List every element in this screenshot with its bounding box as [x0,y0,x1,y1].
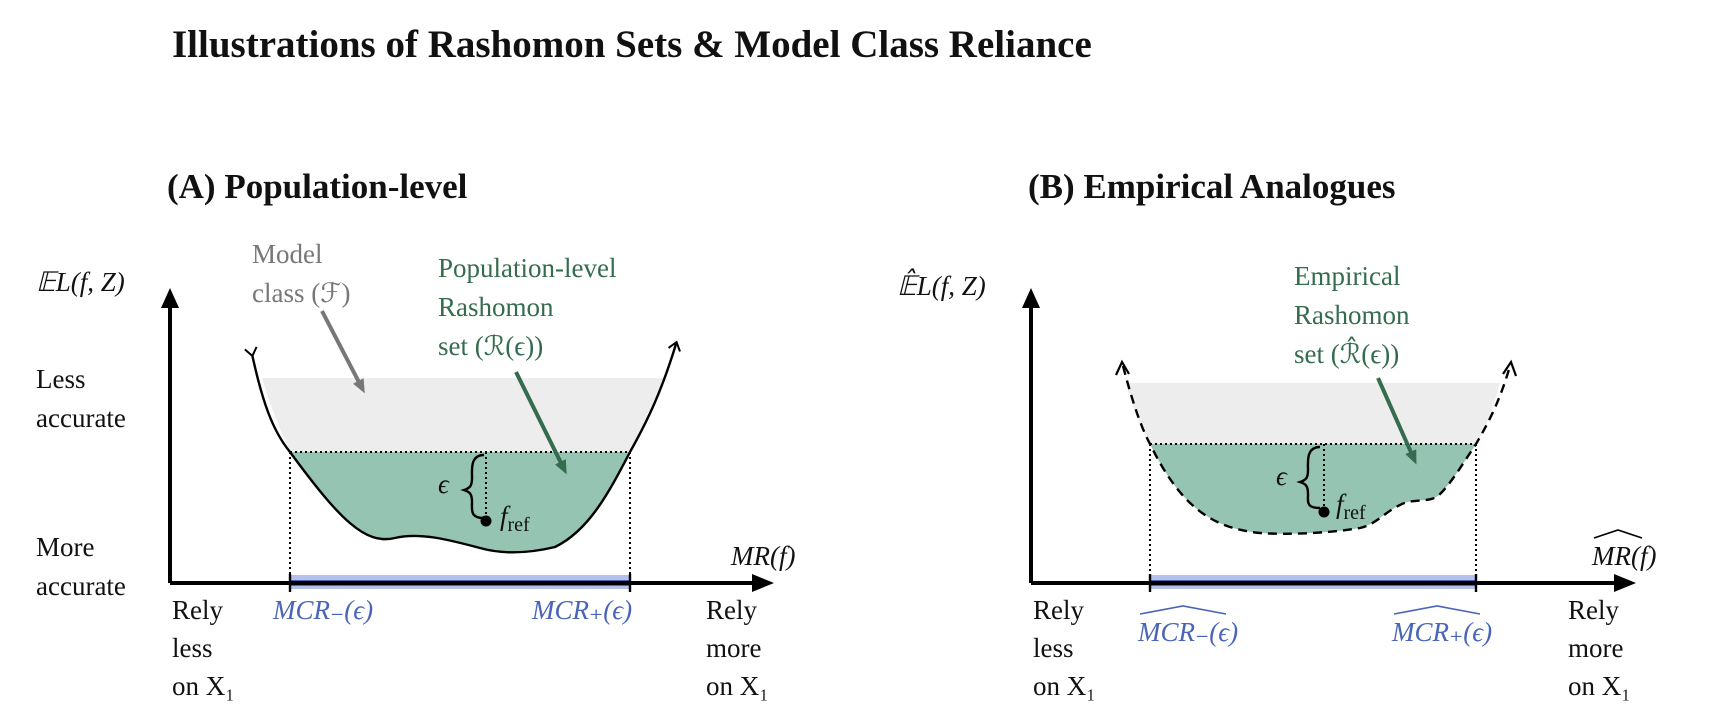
rashomon-pointer [1376,377,1417,465]
f-ref-label: fref [1336,489,1366,524]
model-class-region [262,378,664,452]
f-ref-point [480,515,492,527]
epsilon-brace [1296,445,1321,510]
mcr-minus-label: MCR₋(ϵ) [1137,617,1238,647]
rashomon-label: Empirical Rashomon set (ℛ̂(ϵ)) [1294,261,1416,369]
panel-b-title: (B) Empirical Analogues [1028,167,1396,206]
figure-title: Illustrations of Rashomon Sets & Model C… [172,23,1092,66]
y-axis-arrowhead [161,288,179,308]
epsilon-label: ϵ [1276,461,1288,491]
x-left-label: Rely less on X₁ [172,595,235,701]
panel-b: (B) Empirical Analogues ϵ fref 𝔼̂L(f, Z) [897,167,1656,701]
mcr-plus-label: MCR₊(ϵ) [531,595,632,625]
curve-left-tip [1115,359,1130,376]
f-ref-label: fref [500,501,530,536]
model-class-region [1126,383,1500,444]
curve-right-tip [1502,359,1518,377]
loss-curve [1121,365,1512,535]
x-axis-label: MR(f) [730,541,795,571]
x-right-label: Rely more on X₁ [706,595,769,701]
rashomon-set-region [1150,444,1476,534]
mcr-plus-label: MCR₊(ϵ) [1391,617,1492,647]
y-top-label: Less accurate [36,364,126,433]
y-axis-label: 𝔼L(f, Z) [36,267,125,297]
epsilon-label: ϵ [438,469,450,499]
mcr-minus-label: MCR₋(ϵ) [272,595,373,625]
panel-a: (A) Population-level ϵ fref 𝔼L(f, Z) [36,167,795,701]
mcr-minus-hat [1139,605,1227,615]
x-axis-arrowhead [1614,574,1636,592]
x-axis-arrowhead [752,574,774,592]
y-axis-arrowhead [1022,288,1040,308]
y-axis-label: 𝔼̂L(f, Z) [897,268,986,301]
x-axis-label-hat [1593,529,1643,539]
rashomon-pointer [514,371,567,475]
model-class-pointer [320,310,365,394]
epsilon-brace [460,453,485,520]
f-ref-point [1318,506,1330,518]
model-class-label: Model class (ℱ) [252,239,350,308]
y-bottom-label: More accurate [36,532,126,601]
rashomon-label: Population-level Rashomon set (ℛ(ϵ)) [438,253,623,361]
mcr-plus-hat [1393,605,1481,615]
panel-a-title: (A) Population-level [167,167,468,206]
rashomon-set-region [290,452,630,553]
x-left-label: Rely less on X₁ [1033,595,1096,701]
x-axis-label: MR(f) [1591,541,1656,571]
x-right-label: Rely more on X₁ [1568,595,1631,701]
